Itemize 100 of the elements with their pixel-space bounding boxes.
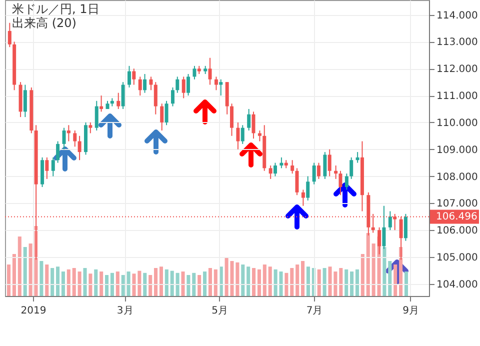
bar	[350, 272, 354, 296]
candlestick	[62, 127, 66, 150]
candlestick	[182, 76, 186, 99]
bar	[290, 268, 294, 296]
candlestick	[176, 76, 180, 94]
candlestick	[312, 162, 316, 185]
candlestick	[219, 78, 223, 96]
y-tick-label: 107.000	[436, 198, 478, 210]
bar	[143, 272, 147, 296]
bar	[198, 275, 202, 296]
bar	[252, 268, 256, 296]
bar	[301, 261, 305, 296]
candlestick	[214, 76, 218, 91]
candlestick	[236, 122, 240, 150]
candlestick	[66, 124, 70, 142]
bar	[208, 268, 212, 296]
bar	[203, 272, 207, 296]
bar	[159, 266, 163, 296]
candlestick	[404, 213, 408, 242]
bar	[317, 269, 321, 296]
bar	[72, 268, 76, 296]
y-tick-label: 108.000	[436, 172, 478, 183]
candlestick	[23, 84, 27, 118]
candlestick	[301, 189, 305, 206]
candlestick	[290, 160, 294, 174]
bar	[110, 272, 114, 296]
candlestick	[121, 82, 125, 110]
candlestick	[51, 156, 55, 177]
candlestick	[323, 152, 327, 180]
bar	[344, 269, 348, 296]
bar	[214, 269, 218, 296]
candlestick	[45, 156, 49, 180]
bar	[355, 269, 359, 296]
candlestick	[116, 92, 120, 110]
x-tick-label: 7月	[306, 306, 323, 316]
bar	[83, 268, 87, 296]
candlestick	[316, 162, 320, 180]
candlestick	[334, 164, 338, 180]
bar	[268, 266, 272, 296]
bar	[296, 264, 300, 296]
bar	[257, 269, 261, 296]
y-tick-label: 111.000	[436, 91, 478, 102]
candlestick	[56, 140, 60, 164]
candlestick	[252, 111, 256, 140]
x-tick-label: 3月	[116, 306, 134, 316]
candlestick	[78, 135, 82, 161]
bar	[88, 274, 92, 296]
bar	[306, 266, 310, 296]
bar	[246, 266, 250, 296]
x-tick-label: 9月	[402, 306, 420, 316]
candlestick	[356, 152, 360, 164]
candlestick	[247, 108, 251, 132]
bar	[186, 275, 190, 296]
candlestick	[160, 103, 164, 132]
bar	[7, 264, 11, 296]
candlestick	[143, 74, 147, 94]
bar	[181, 272, 185, 296]
bar	[105, 275, 109, 296]
candlestick	[258, 130, 262, 142]
bar	[94, 269, 98, 296]
y-tick-label: 110.000	[436, 118, 478, 129]
candlestick	[230, 103, 234, 136]
bar	[100, 272, 104, 296]
bar	[170, 270, 174, 296]
y-tick-label: 105.000	[436, 252, 478, 264]
bar	[154, 268, 158, 296]
y-tick-label: 114.000	[436, 10, 478, 22]
candlestick	[344, 173, 348, 190]
y-tick-label: 113.000	[436, 37, 478, 48]
bar	[121, 275, 125, 296]
ref-line-label: 106.496	[436, 212, 478, 223]
bar	[12, 254, 16, 296]
y-tick-label: 109.000	[436, 144, 478, 156]
bar	[116, 272, 120, 296]
bar	[45, 264, 49, 296]
bar	[148, 275, 152, 296]
bar	[388, 261, 392, 296]
candlestick	[88, 122, 92, 134]
candlestick	[192, 65, 196, 80]
candlestick	[273, 162, 277, 177]
bar	[192, 272, 196, 296]
candlestick	[388, 210, 392, 231]
candlestick	[186, 74, 190, 96]
text: 出来高 (20)	[12, 16, 78, 30]
candlestick	[328, 148, 332, 177]
candlestick	[149, 76, 153, 91]
bar	[339, 268, 343, 296]
y-tick-label: 112.000	[436, 64, 478, 76]
bar	[61, 272, 65, 296]
bar	[394, 264, 398, 296]
candlestick	[306, 176, 310, 201]
bar	[164, 269, 168, 296]
bar	[40, 261, 44, 296]
bar	[23, 247, 27, 296]
bar	[262, 264, 266, 296]
y-tick-label: 104.000	[436, 279, 478, 290]
candlestick	[73, 130, 77, 148]
bar	[56, 266, 60, 296]
candlestick	[295, 168, 299, 196]
bar	[322, 268, 326, 296]
